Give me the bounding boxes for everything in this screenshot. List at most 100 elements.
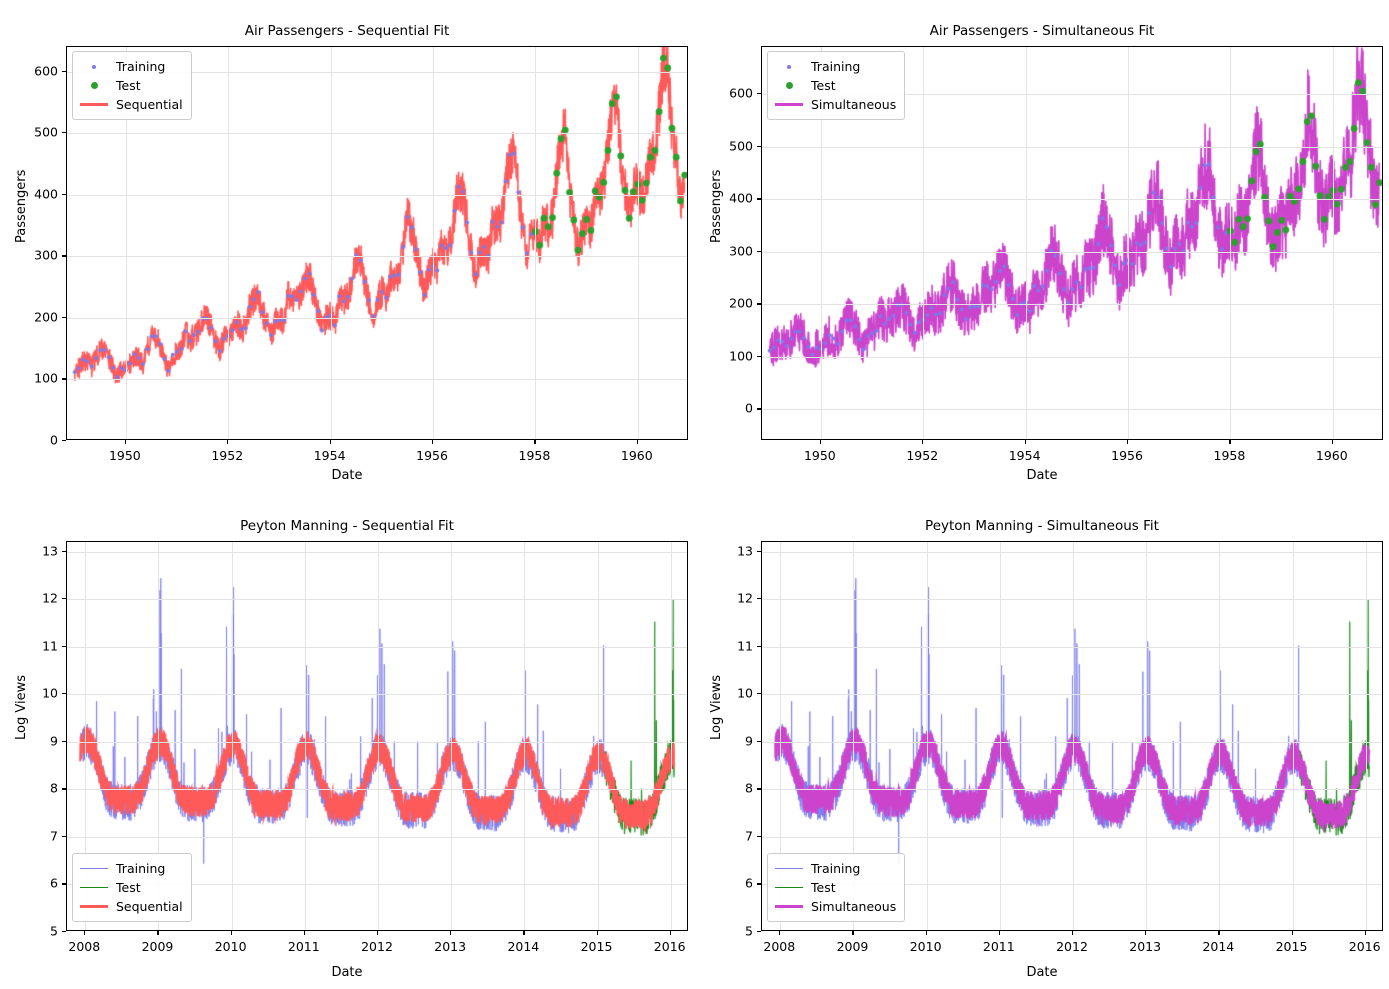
gridline-vertical xyxy=(158,542,160,930)
x-tick-mark xyxy=(1145,931,1147,935)
gridline-vertical xyxy=(378,542,379,930)
gridline-horizontal xyxy=(67,694,687,696)
legend-item-fit: Sequential xyxy=(79,897,183,916)
gridline-horizontal xyxy=(762,694,1382,696)
gridline-horizontal xyxy=(762,146,1382,148)
x-axis-label: Date xyxy=(1026,468,1058,483)
y-tick-label: 5 xyxy=(745,923,753,939)
x-tick-label: 2008 xyxy=(763,939,796,954)
x-tick-label: 2012 xyxy=(361,939,393,954)
x-tick-label: 2015 xyxy=(580,939,613,954)
gridline-vertical xyxy=(780,542,782,930)
x-tick-mark xyxy=(669,931,671,935)
x-tick-label: 2013 xyxy=(1129,939,1162,954)
gridline-horizontal xyxy=(67,741,687,743)
gridline-vertical xyxy=(228,47,230,439)
y-tick-mark xyxy=(62,378,66,380)
x-tick-mark xyxy=(432,440,434,444)
gridline-vertical xyxy=(1146,542,1148,930)
x-tick-mark xyxy=(230,931,232,935)
y-axis-label: Log Views xyxy=(709,675,724,740)
gridline-vertical xyxy=(85,542,87,930)
x-tick-mark xyxy=(1072,931,1074,935)
gridline-horizontal xyxy=(762,551,1382,553)
y-tick-label: 300 xyxy=(729,243,753,259)
plot-area xyxy=(761,541,1383,931)
x-tick-mark xyxy=(1218,931,1220,935)
gridline-horizontal xyxy=(762,599,1382,601)
gridline-horizontal xyxy=(67,317,687,319)
gridline-vertical xyxy=(820,47,822,439)
x-tick-label: 2010 xyxy=(214,939,247,954)
y-tick-mark xyxy=(62,598,66,600)
x-tick-label: 1956 xyxy=(1111,448,1143,463)
legend-item-test: Test xyxy=(79,76,183,95)
x-tick-mark xyxy=(922,440,924,444)
gridline-horizontal xyxy=(67,599,687,601)
y-tick-label: 8 xyxy=(50,780,58,796)
legend-label: Test xyxy=(811,880,836,895)
gridline-vertical xyxy=(304,542,306,930)
y-tick-label: 12 xyxy=(737,590,753,606)
gridline-horizontal xyxy=(67,379,687,381)
gridline-horizontal xyxy=(762,741,1382,743)
x-tick-mark xyxy=(124,440,127,444)
y-tick-label: 13 xyxy=(42,543,58,558)
x-tick-label: 1956 xyxy=(416,448,448,463)
legend-label: Test xyxy=(116,880,141,895)
gridline-vertical xyxy=(1292,542,1294,930)
y-axis-label: Passengers xyxy=(14,169,29,243)
gridline-horizontal xyxy=(67,551,687,553)
x-tick-label: 1954 xyxy=(313,448,346,463)
gridline-horizontal xyxy=(762,789,1382,791)
panel-peyton-simultaneous: Peyton Manning - Simultaneous Fit (~0 ch… xyxy=(695,495,1389,989)
x-tick-label: 2010 xyxy=(909,939,942,954)
y-tick-mark xyxy=(757,835,761,838)
x-tick-mark xyxy=(1364,931,1366,935)
gridline-horizontal xyxy=(762,409,1382,411)
x-tick-mark xyxy=(84,931,86,935)
y-tick-mark xyxy=(62,740,66,742)
x-tick-mark xyxy=(925,931,927,935)
legend: Training Test Sequential xyxy=(72,853,192,922)
legend-label: Sequential xyxy=(116,97,183,112)
gridline-vertical xyxy=(1025,47,1027,439)
x-tick-label: 1952 xyxy=(211,448,244,463)
x-tick-label: 2012 xyxy=(1056,939,1088,954)
legend-label: Test xyxy=(116,78,141,93)
y-tick-label: 11 xyxy=(737,638,753,654)
y-tick-label: 500 xyxy=(729,138,753,154)
gridline-vertical xyxy=(637,47,639,439)
y-tick-label: 8 xyxy=(745,780,753,796)
gridline-vertical xyxy=(1230,47,1232,439)
title-line-1: Air Passengers - Simultaneous Fit xyxy=(929,22,1155,39)
x-tick-label: 2009 xyxy=(836,939,869,954)
y-tick-mark xyxy=(62,835,66,838)
fit-line-icon xyxy=(774,102,804,107)
training-line-icon xyxy=(774,867,804,870)
legend-item-training: Training xyxy=(774,859,896,878)
gridline-vertical xyxy=(597,542,599,930)
gridline-horizontal xyxy=(762,304,1382,306)
legend-item-fit: Sequential xyxy=(79,95,183,114)
x-tick-mark xyxy=(1331,440,1333,444)
gridline-vertical xyxy=(535,47,537,439)
gridline-horizontal xyxy=(67,646,687,648)
y-tick-label: 9 xyxy=(745,733,753,749)
legend-item-test: Test xyxy=(774,76,896,95)
y-tick-mark xyxy=(62,316,66,319)
training-marker-icon xyxy=(774,64,804,69)
x-tick-mark xyxy=(779,931,781,935)
title-line-1: Air Passengers - Sequential Fit xyxy=(244,22,450,39)
y-tick-label: 400 xyxy=(34,186,58,202)
x-tick-label: 1950 xyxy=(803,448,836,463)
y-tick-mark xyxy=(757,740,761,742)
x-tick-label: 2015 xyxy=(1275,939,1308,954)
x-tick-mark xyxy=(450,931,452,935)
gridline-vertical xyxy=(926,542,928,930)
y-tick-label: 12 xyxy=(42,590,58,606)
gridline-vertical xyxy=(433,47,435,439)
x-axis-label: Date xyxy=(1026,965,1058,980)
x-axis-label: Date xyxy=(331,468,363,483)
